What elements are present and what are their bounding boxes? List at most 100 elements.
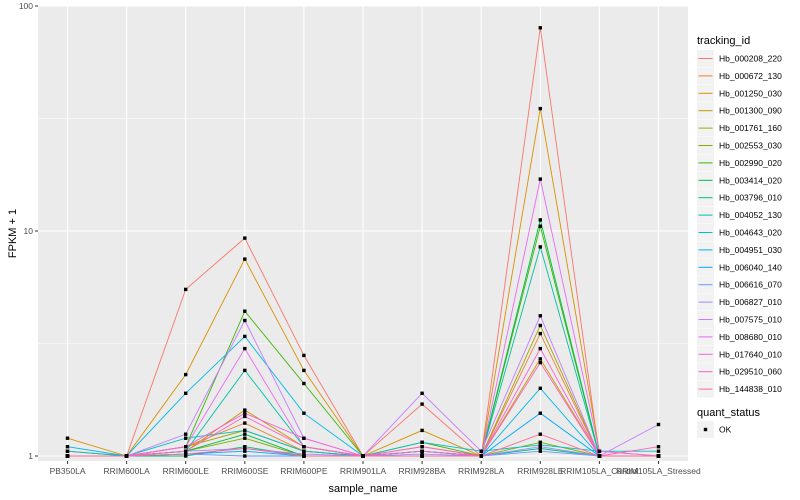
data-point	[302, 381, 306, 386]
data-point	[597, 449, 602, 453]
data-point	[538, 360, 542, 365]
data-point	[184, 372, 188, 377]
data-point	[420, 391, 424, 395]
x-tick-label: RRIM600LA	[103, 466, 150, 476]
legend-label: Hb_002990_020	[719, 158, 782, 168]
data-point	[184, 391, 188, 395]
legend-label: Hb_029510_060	[719, 367, 782, 377]
data-point	[302, 353, 306, 358]
data-point	[302, 452, 306, 456]
data-point	[538, 218, 542, 222]
data-point	[184, 436, 188, 440]
legend-label: Hb_006040_140	[719, 262, 782, 272]
legend-label: Hb_003414_020	[719, 175, 782, 185]
data-point	[479, 454, 483, 458]
legend: tracking_id Hb_000208_220Hb_000672_130Hb…	[697, 35, 782, 438]
data-point	[656, 449, 661, 453]
data-point	[184, 287, 188, 292]
data-point	[538, 446, 542, 451]
data-point	[243, 408, 247, 412]
data-point	[302, 436, 306, 440]
data-point	[538, 224, 542, 228]
data-point	[420, 452, 424, 456]
data-point	[420, 428, 424, 433]
data-point	[538, 443, 542, 447]
data-point	[243, 432, 247, 436]
data-point	[656, 454, 661, 458]
data-point	[243, 436, 247, 440]
legend-shape-item: OK	[697, 421, 732, 438]
data-point	[538, 386, 542, 390]
legend-label: Hb_006827_010	[719, 297, 782, 307]
data-point	[243, 236, 247, 240]
data-point	[538, 245, 542, 249]
data-point	[302, 368, 306, 373]
data-point	[124, 454, 129, 458]
x-tick-label: RRIM600LE	[163, 466, 210, 476]
data-point	[361, 454, 365, 458]
data-point	[479, 449, 483, 453]
data-point	[302, 411, 306, 415]
data-point	[538, 331, 542, 336]
data-point	[65, 445, 70, 449]
data-point	[243, 449, 247, 453]
data-point	[420, 440, 424, 444]
y-axis: 1 10 100	[19, 1, 38, 461]
x-tick-label: RRIM105LA_Stressed	[616, 466, 701, 476]
data-point	[538, 26, 542, 30]
x-tick-label: RRIM105LA_Control	[560, 466, 639, 476]
y-tick-label: 1	[28, 451, 33, 461]
data-point	[420, 445, 424, 449]
y-tick-label: 100	[19, 1, 33, 11]
data-point	[538, 346, 542, 351]
data-point	[420, 454, 424, 458]
data-point	[65, 449, 70, 453]
x-tick-label: RRIM901LA	[340, 466, 387, 476]
legend-shape-label: OK	[719, 425, 732, 435]
data-point	[184, 454, 188, 458]
legend-label: Hb_000672_130	[719, 71, 782, 81]
legend-shape-title: quant_status	[697, 407, 760, 419]
data-point	[538, 314, 542, 318]
legend-label: Hb_004643_020	[719, 228, 782, 238]
data-point	[243, 428, 247, 433]
legend-label: Hb_001300_090	[719, 106, 782, 116]
legend-label: Hb_001761_160	[719, 123, 782, 133]
data-point	[243, 446, 247, 451]
data-point	[597, 454, 602, 458]
data-points	[65, 26, 661, 458]
data-point	[538, 445, 542, 449]
data-point	[243, 454, 247, 458]
data-point	[243, 411, 247, 415]
data-point	[243, 368, 247, 373]
legend-items: Hb_000208_220 Hb_000672_130 Hb_001250_030 H…	[697, 50, 782, 398]
data-point	[243, 309, 247, 313]
x-tick-label: RRIM600SE	[221, 466, 269, 476]
y-axis-title: FPKM + 1	[7, 209, 19, 258]
data-point	[538, 357, 542, 361]
data-point	[184, 449, 188, 453]
data-point	[184, 452, 188, 456]
data-point	[420, 449, 424, 453]
data-point	[538, 106, 542, 111]
data-point	[538, 449, 542, 453]
data-point	[538, 177, 542, 181]
data-point	[243, 318, 247, 323]
data-point	[243, 346, 247, 351]
data-point	[302, 449, 306, 453]
x-tick-label: RRIM928LA	[458, 466, 505, 476]
x-tick-label: RRIM600PE	[280, 466, 328, 476]
legend-title: tracking_id	[697, 35, 750, 47]
legend-shape-point	[703, 427, 708, 432]
data-point	[65, 436, 70, 440]
legend-label: Hb_007575_010	[719, 315, 782, 325]
legend-label: Hb_017640_010	[719, 349, 782, 359]
legend-label: Hb_000208_220	[719, 54, 782, 64]
data-point	[243, 334, 247, 339]
data-point	[184, 432, 188, 436]
legend-label: Hb_002553_030	[719, 141, 782, 151]
data-point	[538, 432, 542, 436]
data-point	[302, 454, 306, 458]
legend-label: Hb_001250_030	[719, 88, 782, 98]
legend-label: Hb_004052_130	[719, 210, 782, 220]
